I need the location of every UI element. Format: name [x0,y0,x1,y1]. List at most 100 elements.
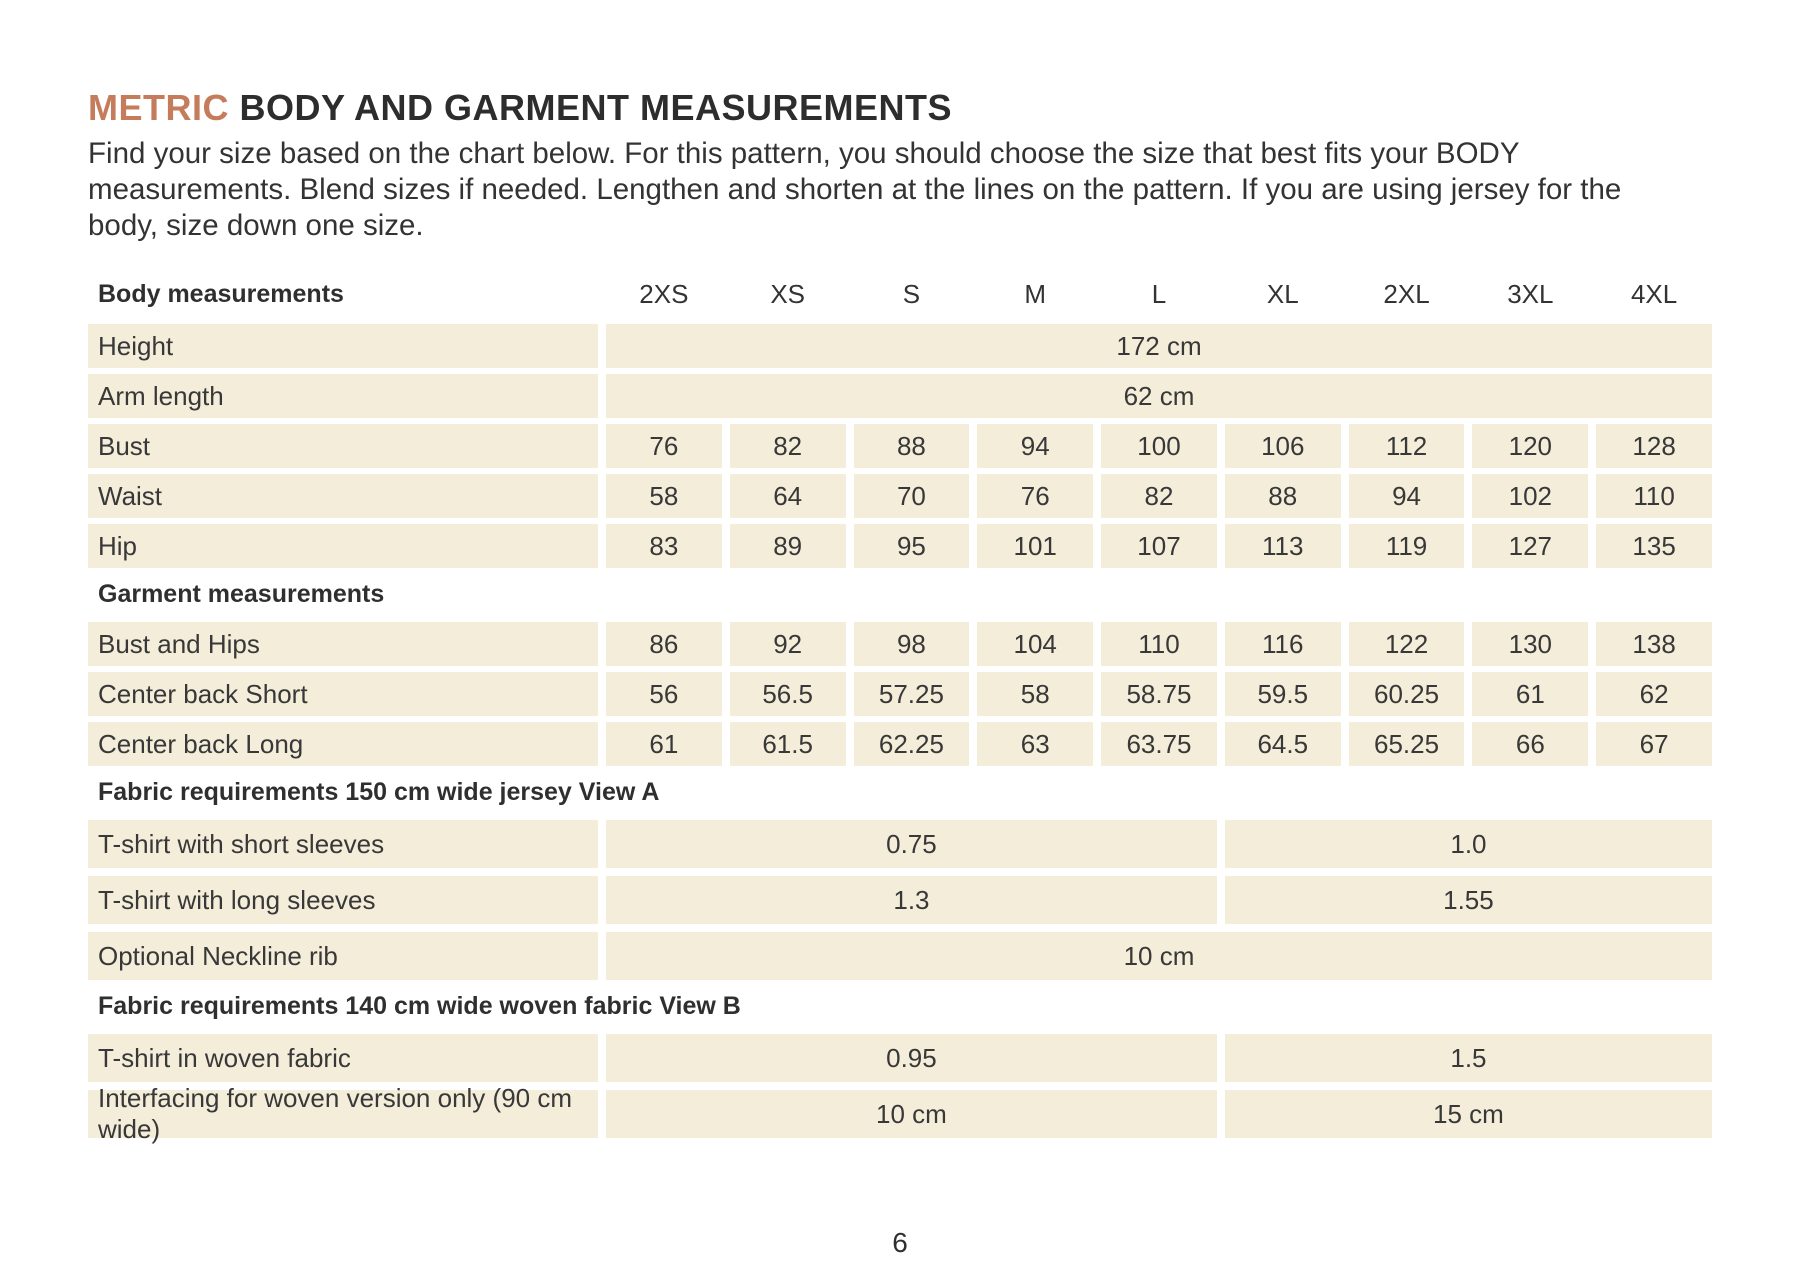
measurements-table: Body measurements 2XS XS S M L XL 2XL 3XL 4XL Heig… [88,274,1712,1144]
merged-value-cell: 62 cm [606,374,1712,418]
value-cell: 107 [1101,524,1217,568]
value-cell: 56.5 [729,672,846,716]
value-cell: 61 [606,722,722,766]
value-cell: 62.25 [853,722,970,766]
value-cell: 58.75 [1101,672,1217,716]
value-cell: 88 [853,424,970,468]
value-cell: 92 [729,622,846,666]
page-title: METRIC BODY AND GARMENT MEASUREMENTS [88,88,1712,128]
size-column-header: XL [1266,278,1299,309]
row-label: Optional Neckline rib [88,932,598,980]
body-measurements-header: Body measurements [98,279,344,308]
merged-value-cell: 172 cm [606,324,1712,368]
value-cell: 86 [606,622,722,666]
section-grid: Height 172 cm Arm length 62 cm Bust 76 82 88 94 1… [88,324,1712,568]
value-cell: 122 [1348,622,1465,666]
value-cell: 67 [1596,722,1712,766]
table-section: Fabric requirements 150 cm wide jersey V… [88,778,1712,980]
intro-paragraph: Find your size based on the chart below.… [88,137,1622,242]
size-column-header: 3XL [1507,278,1554,309]
size-column-header: M [1024,278,1047,309]
value-cell: 65.25 [1348,722,1465,766]
row-label: Bust and Hips [88,622,598,666]
value-cell: 116 [1224,622,1341,666]
section-heading: Fabric requirements 140 cm wide woven fa… [98,992,741,1020]
value-cell: 76 [977,474,1094,518]
size-column-header: 2XL [1383,278,1430,309]
row-label: Waist [88,474,598,518]
value-cell: 88 [1224,474,1341,518]
value-cell: 70 [853,474,970,518]
row-label: Center back Short [88,672,598,716]
value-cell: 104 [977,622,1094,666]
value-cell: 120 [1472,424,1589,468]
value-cell: 130 [1472,622,1589,666]
value-cell: 100 [1101,424,1217,468]
table-section: Fabric requirements 140 cm wide woven fa… [88,992,1712,1144]
value-cell: 59.5 [1224,672,1341,716]
merged-value-cell: 15 cm [1224,1090,1712,1138]
value-cell: 110 [1596,474,1712,518]
value-cell: 127 [1472,524,1589,568]
value-cell: 64 [729,474,846,518]
section-heading: Fabric requirements 150 cm wide jersey V… [98,778,660,806]
value-cell: 57.25 [853,672,970,716]
section-grid: Bust and Hips 86 92 98 104 110 116 122 130 138 Cen… [88,622,1712,766]
merged-value-cell: 1.5 [1224,1034,1712,1082]
row-label: Interfacing for woven version only (90 c… [88,1083,598,1144]
value-cell: 119 [1348,524,1465,568]
row-label: Height [88,324,598,368]
value-cell: 56 [606,672,722,716]
size-column-header: 2XS [639,278,689,309]
row-label: T-shirt with short sleeves [88,820,598,868]
value-cell: 60.25 [1348,672,1465,716]
row-label: Center back Long [88,722,598,766]
value-cell: 64.5 [1224,722,1341,766]
merged-value-cell: 10 cm [606,932,1712,980]
value-cell: 63 [977,722,1094,766]
value-cell: 61.5 [729,722,846,766]
row-label: Bust [88,424,598,468]
value-cell: 58 [977,672,1094,716]
title-text: BODY AND GARMENT MEASUREMENTS [229,87,953,128]
value-cell: 66 [1472,722,1589,766]
value-cell: 135 [1596,524,1712,568]
size-column-header: 4XL [1630,278,1678,309]
value-cell: 102 [1472,474,1589,518]
value-cell: 112 [1348,424,1465,468]
section-grid: T-shirt with short sleeves 0.75 1.0 T-shirt… [88,820,1712,980]
value-cell: 89 [729,524,846,568]
value-cell: 128 [1596,424,1712,468]
row-label: T-shirt in woven fabric [88,1034,598,1082]
value-cell: 82 [729,424,846,468]
value-cell: 106 [1224,424,1341,468]
value-cell: 101 [977,524,1094,568]
table-section: Body measurements 2XS XS S M L XL 2XL 3XL 4XL Heig… [88,274,1712,568]
title-accent: METRIC [88,87,229,128]
merged-value-cell: 10 cm [606,1090,1217,1138]
value-cell: 83 [606,524,722,568]
table-section: Garment measurements Bust and Hips 86 92 98 1… [88,580,1712,766]
value-cell: 61 [1472,672,1589,716]
value-cell: 63.75 [1101,722,1217,766]
value-cell: 94 [1348,474,1465,518]
size-column-header: XS [770,278,805,309]
value-cell: 82 [1101,474,1217,518]
merged-value-cell: 1.55 [1224,876,1712,924]
row-label: Arm length [88,374,598,418]
merged-value-cell: 1.0 [1224,820,1712,868]
merged-value-cell: 0.75 [606,820,1217,868]
value-cell: 113 [1224,524,1341,568]
section-grid: T-shirt in woven fabric 0.95 1.5 Interfacin… [88,1034,1712,1144]
value-cell: 76 [606,424,722,468]
section-heading: Garment measurements [98,580,385,608]
value-cell: 94 [977,424,1094,468]
row-label: Hip [88,524,598,568]
table-header-row: Body measurements 2XS XS S M L XL 2XL 3XL 4XL [88,274,1712,314]
value-cell: 138 [1596,622,1712,666]
value-cell: 62 [1596,672,1712,716]
merged-value-cell: 1.3 [606,876,1217,924]
size-column-header: L [1151,278,1167,309]
merged-value-cell: 0.95 [606,1034,1217,1082]
value-cell: 58 [606,474,722,518]
